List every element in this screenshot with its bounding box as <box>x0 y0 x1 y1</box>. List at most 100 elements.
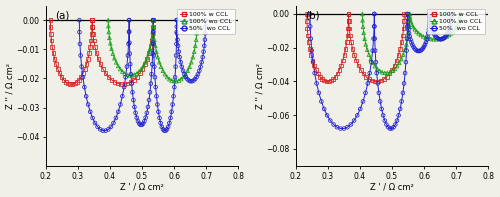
Point <box>304 34 312 37</box>
Point <box>416 49 424 52</box>
Point <box>346 34 354 37</box>
Point <box>452 25 460 29</box>
Point <box>303 20 311 23</box>
Point <box>176 56 184 59</box>
Point <box>194 19 202 22</box>
Point <box>172 31 180 34</box>
Point <box>125 19 133 22</box>
Point <box>370 37 378 40</box>
Point <box>344 34 351 37</box>
Point <box>344 27 352 30</box>
Point <box>120 83 128 86</box>
Point <box>332 75 340 78</box>
Point <box>365 53 373 56</box>
Point <box>176 61 184 64</box>
Point <box>78 65 86 68</box>
Point <box>143 111 151 114</box>
Point <box>411 28 419 31</box>
Point <box>148 63 156 66</box>
Point <box>182 75 190 79</box>
Point <box>84 103 92 106</box>
Point <box>150 54 158 57</box>
Point <box>80 85 88 89</box>
Point <box>202 32 209 35</box>
Point <box>446 25 454 29</box>
Point <box>396 107 404 111</box>
Point <box>166 121 173 125</box>
Point <box>327 79 335 82</box>
Point <box>136 122 143 125</box>
Point <box>152 44 160 47</box>
Point <box>126 63 134 66</box>
Point <box>360 72 368 75</box>
Point <box>435 37 443 41</box>
Point <box>318 77 326 81</box>
Point <box>148 32 156 35</box>
Point <box>149 30 157 33</box>
Point <box>130 78 138 81</box>
Point <box>146 46 154 49</box>
Point <box>192 38 200 41</box>
Point <box>402 49 410 52</box>
Point <box>201 38 209 41</box>
Point <box>142 61 150 64</box>
Point <box>136 123 144 126</box>
Point <box>112 116 120 120</box>
Point <box>400 82 408 85</box>
Point <box>185 79 193 82</box>
Point <box>310 72 318 75</box>
Point <box>127 80 135 84</box>
Point <box>118 70 126 73</box>
Point <box>132 116 140 119</box>
Point <box>358 19 366 22</box>
Point <box>138 67 145 71</box>
Point <box>406 19 413 22</box>
Point <box>370 25 378 28</box>
Point <box>52 63 60 66</box>
Point <box>56 72 64 75</box>
Point <box>107 125 115 128</box>
Point <box>138 123 146 126</box>
Point <box>408 23 416 26</box>
Point <box>370 12 378 16</box>
Point <box>442 35 450 38</box>
Point <box>426 24 434 27</box>
Point <box>359 25 367 28</box>
Point <box>334 72 342 75</box>
Point <box>432 38 440 41</box>
Point <box>346 27 354 30</box>
Point <box>124 54 132 57</box>
Point <box>163 75 171 79</box>
Point <box>58 75 66 78</box>
Point <box>90 39 98 42</box>
Point <box>426 15 434 18</box>
Point <box>128 82 136 85</box>
Point <box>135 70 143 73</box>
Point <box>130 73 138 76</box>
Point <box>384 71 392 74</box>
Point <box>46 25 54 29</box>
Point <box>454 23 462 26</box>
Point <box>88 116 96 120</box>
Point <box>426 20 434 24</box>
Point <box>136 72 144 75</box>
Point <box>422 36 430 39</box>
Point <box>375 91 383 94</box>
Point <box>88 25 96 29</box>
Point <box>91 46 99 49</box>
Point <box>158 125 166 128</box>
Point <box>186 80 194 83</box>
Point <box>143 57 151 60</box>
Point <box>102 129 110 132</box>
Point <box>306 25 314 28</box>
Point <box>309 60 317 64</box>
Point <box>323 114 331 117</box>
Point <box>174 44 182 47</box>
Point <box>77 75 85 78</box>
Point <box>432 35 440 38</box>
Point <box>388 69 396 72</box>
Point <box>444 32 452 35</box>
Point <box>399 34 407 37</box>
Point <box>94 57 102 60</box>
Point <box>108 47 116 50</box>
